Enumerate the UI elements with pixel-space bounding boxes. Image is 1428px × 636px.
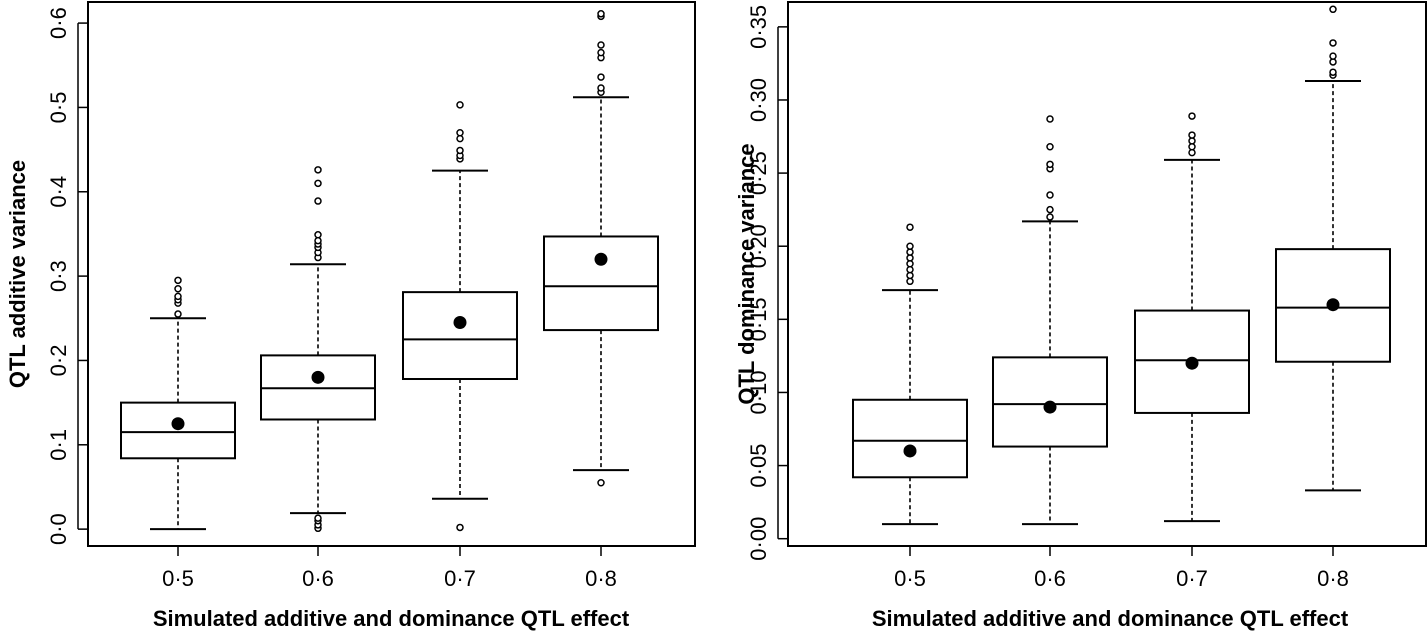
y-tick-label: 0·20 (746, 224, 771, 268)
outlier-point (174, 292, 182, 301)
iqr-box (543, 235, 659, 332)
x-tick-label: 0·7 (444, 566, 476, 591)
outlier-point (1329, 68, 1337, 76)
additive-variance-panel: 0·0 0·1 0·2 0·3 0·4 0·5 0·6 0·5 0·6 0·7 0·8 Simul… (5, 1, 696, 631)
outlier-point (597, 48, 605, 57)
outlier-point (314, 197, 322, 205)
iqr-box (120, 401, 236, 460)
x-axis: 0·5 0·6 0·7 0·8 (162, 546, 617, 591)
iqr-box (852, 398, 968, 479)
iqr-box (402, 291, 518, 381)
y-tick-label: 0·25 (746, 151, 771, 195)
outlier-point (597, 41, 605, 49)
y-axis: 0·00 0·05 0·10 0·15 0·20 0·25 0·30 0·35 (746, 5, 788, 561)
x-tick-label: 0·6 (1034, 566, 1066, 591)
outlier-point (174, 285, 182, 293)
x-axis-title: Simulated additive and dominance QTL eff… (872, 606, 1349, 631)
outlier-point (314, 236, 322, 245)
outlier-point (1188, 131, 1196, 139)
outlier-point (314, 166, 322, 174)
box-0·7 (1134, 112, 1250, 523)
x-tick-label: 0·6 (302, 566, 334, 591)
box-series (852, 5, 1391, 526)
outlier-point (1046, 191, 1054, 199)
outlier-point (597, 84, 605, 92)
outlier-point (314, 514, 322, 522)
x-tick-label: 0·5 (894, 566, 926, 591)
outlier-point (1329, 39, 1337, 47)
box-0·8 (543, 10, 659, 487)
outlier-point (1188, 112, 1196, 120)
x-tick-label: 0·8 (1317, 566, 1349, 591)
y-axis: 0·0 0·1 0·2 0·3 0·4 0·5 0·6 (46, 7, 88, 545)
box-series (120, 10, 659, 533)
outlier-point (456, 523, 464, 532)
y-tick-label: 0·00 (746, 517, 771, 561)
outlier-point (314, 231, 322, 239)
outlier-point (597, 73, 605, 81)
y-tick-label: 0·10 (746, 370, 771, 414)
outlier-point (1329, 5, 1337, 14)
x-axis: 0·5 0·6 0·7 0·8 (894, 546, 1349, 591)
box-0·8 (1275, 5, 1391, 492)
box-0·6 (260, 166, 376, 533)
x-tick-label: 0·7 (1176, 566, 1208, 591)
mean-point (171, 417, 185, 431)
y-axis-title: QTL additive variance (5, 160, 30, 388)
y-tick-label: 0·4 (46, 176, 71, 208)
mean-point (311, 370, 325, 384)
y-tick-label: 0·3 (46, 260, 71, 292)
x-axis-title: Simulated additive and dominance QTL eff… (153, 606, 630, 631)
outlier-point (174, 310, 182, 318)
outlier-point (1046, 143, 1054, 151)
y-tick-label: 0·0 (46, 513, 71, 545)
dominance-variance-panel: 0·000·050·100·150·200·250·300·35 0·5 0·6 0… (734, 1, 1427, 631)
x-tick-label: 0·8 (585, 566, 617, 591)
box-0·5 (852, 223, 968, 526)
mean-point (594, 252, 608, 266)
y-tick-label: 0·05 (746, 444, 771, 488)
y-tick-label: 0·35 (746, 5, 771, 49)
y-tick-label: 0·2 (46, 345, 71, 377)
x-tick-label: 0·5 (162, 566, 194, 591)
mean-point (1326, 298, 1340, 312)
outlier-point (906, 242, 914, 250)
plot-frame (87, 1, 696, 547)
y-tick-label: 0·30 (746, 78, 771, 122)
mean-point (903, 444, 917, 458)
y-tick-label: 0·1 (46, 429, 71, 461)
outlier-point (906, 223, 914, 231)
outlier-point (456, 128, 464, 137)
outlier-point (1046, 115, 1054, 123)
y-axis-title: QTL dominance variance (734, 143, 759, 404)
box-0·6 (992, 115, 1108, 526)
outlier-point (456, 146, 464, 155)
mean-point (453, 315, 467, 329)
outlier-point (456, 134, 464, 143)
box-0·5 (120, 276, 236, 531)
outlier-point (456, 101, 464, 109)
outlier-point (597, 10, 605, 18)
box-0·7 (402, 101, 518, 532)
outlier-point (597, 478, 605, 487)
outlier-point (1046, 205, 1054, 214)
y-tick-label: 0·15 (746, 297, 771, 341)
y-tick-label: 0·5 (46, 92, 71, 124)
outlier-point (174, 276, 182, 285)
outlier-point (314, 179, 322, 188)
y-tick-label: 0·6 (46, 7, 71, 39)
mean-point (1043, 400, 1057, 414)
outlier-point (1329, 52, 1337, 60)
outlier-point (1046, 160, 1054, 169)
mean-point (1185, 356, 1199, 370)
outlier-point (1046, 213, 1054, 221)
plot-frame (787, 1, 1427, 547)
